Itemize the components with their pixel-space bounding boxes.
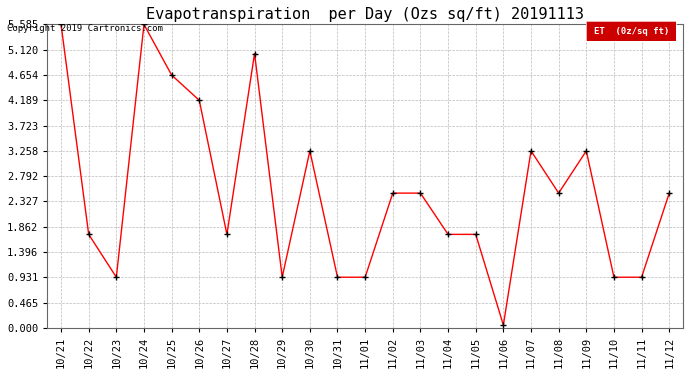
Text: Copyright 2019 Cartronics.com: Copyright 2019 Cartronics.com bbox=[7, 24, 163, 33]
Text: ET  (0z/sq ft): ET (0z/sq ft) bbox=[593, 27, 669, 36]
Title: Evapotranspiration  per Day (Ozs sq/ft) 20191113: Evapotranspiration per Day (Ozs sq/ft) 2… bbox=[146, 7, 584, 22]
